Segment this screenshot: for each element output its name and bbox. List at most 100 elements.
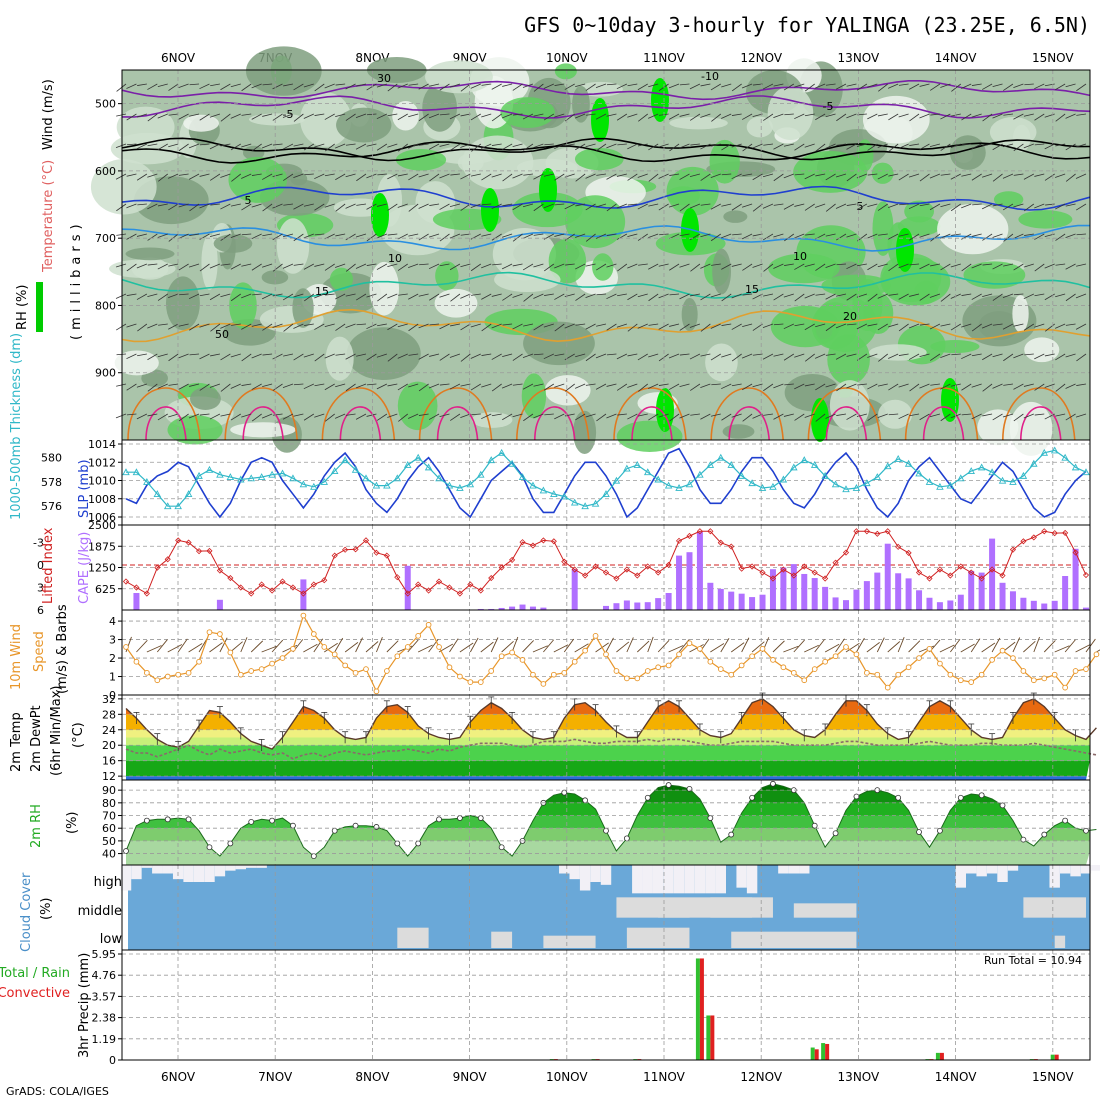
precip-convective-bar bbox=[825, 1043, 830, 1060]
cape-bar bbox=[519, 604, 526, 610]
wind-barb bbox=[825, 413, 836, 419]
wind-barb bbox=[1065, 173, 1076, 182]
wind-barb bbox=[345, 353, 356, 360]
lifted-index-point bbox=[853, 528, 860, 535]
cape-bar bbox=[926, 597, 933, 610]
wind-barb-10m bbox=[751, 641, 765, 653]
wind-speed-point bbox=[269, 660, 275, 667]
wind-barb bbox=[522, 203, 534, 208]
wind-barb bbox=[898, 413, 909, 420]
wind-barb bbox=[835, 173, 847, 178]
cape-bar bbox=[780, 567, 787, 610]
lifted-index-point bbox=[1041, 528, 1048, 535]
wind-tick-label: 0 bbox=[109, 689, 116, 702]
lifted-index-point bbox=[164, 556, 171, 563]
wind-barb bbox=[272, 293, 283, 297]
wind-barb bbox=[1002, 413, 1014, 418]
wind-barb bbox=[136, 143, 148, 150]
cloud-high-bar bbox=[1091, 865, 1100, 871]
thickness-point bbox=[403, 461, 412, 468]
wind-barb bbox=[199, 413, 210, 416]
wind-barb bbox=[439, 233, 450, 242]
lifted-index-point bbox=[707, 528, 714, 535]
wind-barb bbox=[356, 203, 367, 206]
cloud-high-bar bbox=[162, 865, 173, 874]
wind-barb bbox=[877, 203, 888, 211]
wind-barb bbox=[710, 203, 721, 210]
wind-speed-point bbox=[519, 657, 526, 663]
run-total: Run Total = 10.94 bbox=[984, 954, 1082, 967]
wind-barb bbox=[147, 263, 158, 266]
wind-barb bbox=[940, 203, 951, 208]
wind-speed-point bbox=[384, 668, 390, 674]
wind-barb-10m bbox=[532, 645, 548, 653]
wind-barb bbox=[230, 353, 241, 358]
lifted-index-point bbox=[435, 578, 443, 585]
precip-convective-bar bbox=[710, 1015, 715, 1060]
thickness-point bbox=[529, 481, 537, 489]
wind-barb bbox=[825, 353, 836, 356]
wind-barb bbox=[1075, 143, 1087, 148]
thickness-point bbox=[310, 482, 318, 490]
wind-barb bbox=[251, 203, 262, 208]
rh-tick-label: 80 bbox=[102, 797, 116, 810]
wind-barb bbox=[199, 263, 210, 272]
wind-speed-point bbox=[644, 668, 651, 674]
rh-region bbox=[573, 410, 597, 454]
thickness-point bbox=[372, 481, 381, 489]
wind-barb bbox=[230, 113, 241, 119]
lifted-index-point bbox=[540, 537, 547, 544]
wind-barb bbox=[596, 143, 607, 152]
rh-region bbox=[937, 203, 1009, 255]
rh-point bbox=[415, 840, 422, 847]
cape-bar bbox=[905, 578, 912, 610]
thickness-tick-label: 578 bbox=[41, 476, 62, 489]
wind-barb bbox=[940, 173, 951, 176]
wind-barb bbox=[710, 323, 721, 329]
wind-barb bbox=[345, 413, 356, 416]
wind-speed-point bbox=[477, 679, 484, 685]
thickness-point bbox=[1040, 448, 1049, 456]
wind-barb bbox=[356, 323, 367, 326]
thickness-point bbox=[581, 502, 589, 510]
date-label-bottom: 13NOV bbox=[838, 1070, 880, 1084]
wind-barb bbox=[1034, 353, 1045, 360]
wind-barb bbox=[116, 383, 127, 387]
thickness-point bbox=[623, 464, 631, 472]
lifted-index-point bbox=[519, 539, 526, 546]
wind-barb bbox=[575, 173, 586, 182]
wind-barb bbox=[429, 323, 440, 326]
wind-barb-10m bbox=[574, 643, 589, 653]
lifted-index-point bbox=[874, 530, 881, 537]
wind-barb bbox=[147, 113, 158, 122]
thickness-tick-label: 580 bbox=[41, 452, 62, 465]
wind-barb-10m bbox=[824, 643, 840, 653]
wind-barb bbox=[710, 83, 721, 91]
cape-bar bbox=[1041, 603, 1048, 610]
rh-region bbox=[230, 422, 296, 438]
thickness-point bbox=[341, 456, 349, 464]
wind-barb bbox=[710, 293, 721, 298]
wind-barb bbox=[1013, 353, 1024, 359]
lifted-index-point bbox=[936, 566, 943, 573]
rh-saturated-region bbox=[656, 388, 674, 432]
wind-barb-10m bbox=[1012, 637, 1021, 653]
wind-barb bbox=[126, 353, 137, 360]
hot-contour bbox=[1020, 406, 1062, 441]
wind-barb bbox=[314, 203, 325, 211]
wind-barb bbox=[262, 353, 273, 356]
lifted-index-point bbox=[310, 581, 317, 588]
wind-barb bbox=[251, 143, 262, 152]
wind-barb-10m bbox=[981, 642, 996, 653]
wind-barb bbox=[491, 173, 502, 178]
wind-barb bbox=[700, 203, 711, 206]
wind-barb bbox=[376, 203, 387, 207]
wind-barb bbox=[951, 83, 962, 92]
rh-point bbox=[498, 844, 505, 851]
rh-region bbox=[978, 311, 1020, 341]
wind-barb bbox=[147, 83, 158, 90]
lifted-index-point bbox=[655, 569, 662, 576]
thickness-point bbox=[257, 473, 266, 481]
wind-barb bbox=[1075, 293, 1087, 299]
wind-barb bbox=[168, 203, 179, 211]
